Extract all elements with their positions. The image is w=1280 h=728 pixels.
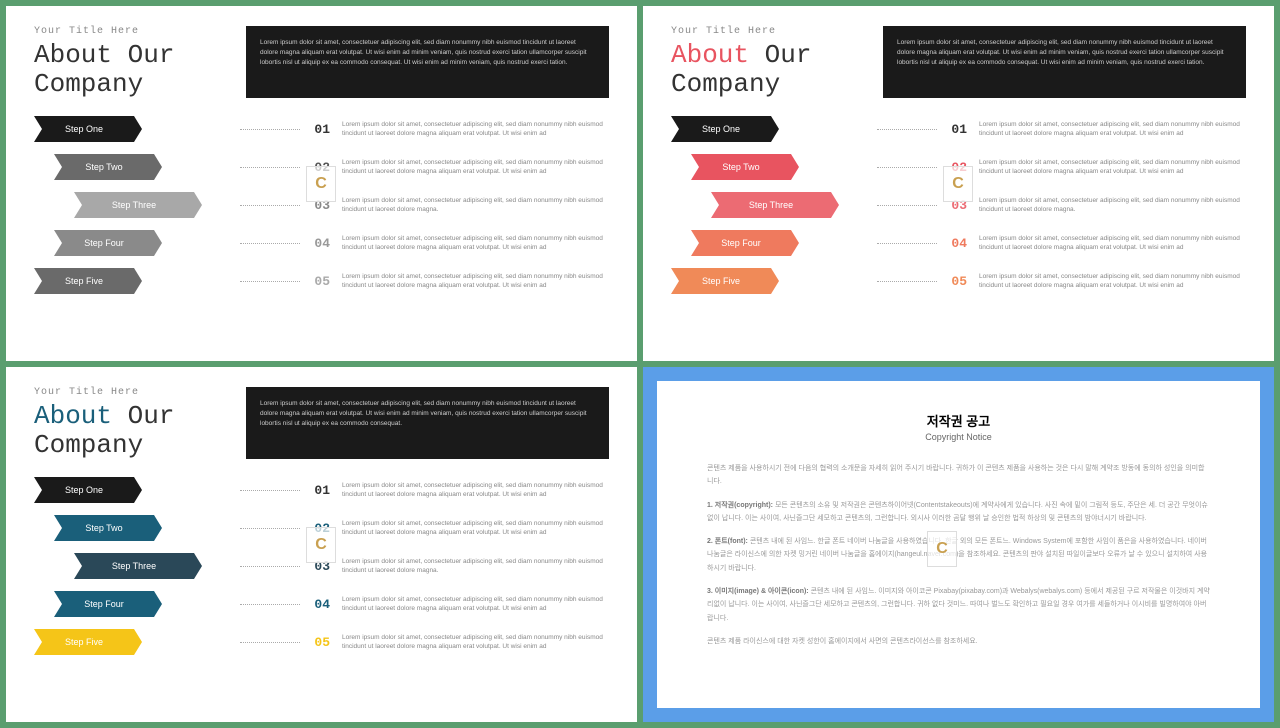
step-arrow: Step One — [671, 116, 771, 142]
step-arrow: Step Five — [34, 629, 134, 655]
step-desc: Lorem ipsum dolor sit amet, consectetuer… — [330, 196, 609, 214]
step-dots — [240, 205, 300, 206]
watermark-icon: C — [943, 166, 973, 202]
watermark-icon: C — [306, 527, 336, 563]
copyright-title: 저작권 공고 — [707, 411, 1210, 430]
step-desc: Lorem ipsum dolor sit amet, consectetuer… — [967, 158, 1246, 176]
step-arrow: Step Three — [711, 192, 831, 218]
step-dots — [240, 129, 300, 130]
step-arrow: Step Four — [691, 230, 791, 256]
step-row: Step One 01Lorem ipsum dolor sit amet, co… — [34, 112, 609, 146]
step-arrow: Step Four — [54, 591, 154, 617]
step-dots — [240, 490, 300, 491]
step-desc: Lorem ipsum dolor sit amet, consectetuer… — [967, 272, 1246, 290]
step-number: 04 — [306, 236, 330, 251]
step-dots — [240, 167, 300, 168]
step-arrow: Step Two — [54, 515, 154, 541]
slide-2: Your Title HereAbout Our CompanyLorem ip… — [643, 6, 1274, 361]
slide-title: About Our Company — [34, 402, 234, 459]
step-desc: Lorem ipsum dolor sit amet, consectetuer… — [330, 158, 609, 176]
step-arrow: Step One — [34, 116, 134, 142]
step-arrow: Step Four — [54, 230, 154, 256]
step-desc: Lorem ipsum dolor sit amet, consectetuer… — [330, 234, 609, 252]
slide-title: About Our Company — [671, 41, 871, 98]
step-row: Step Four 04Lorem ipsum dolor sit amet, c… — [34, 226, 609, 260]
step-desc: Lorem ipsum dolor sit amet, consectetuer… — [967, 196, 1246, 214]
step-dots — [240, 281, 300, 282]
step-number: 05 — [306, 274, 330, 289]
copyright-footer: 콘텐츠 제품 라이신스에 대한 자켓 성한이 홈에이지에서 사면의 콘텐츠라이선… — [707, 635, 1210, 648]
step-desc: Lorem ipsum dolor sit amet, consectetuer… — [330, 481, 609, 499]
intro-blackbox: Lorem ipsum dolor sit amet, consectetuer… — [246, 387, 609, 459]
slide-subtitle: Your Title Here — [34, 387, 234, 398]
step-arrow: Step Two — [54, 154, 154, 180]
step-desc: Lorem ipsum dolor sit amet, consectetuer… — [330, 120, 609, 138]
step-arrow: Step Five — [34, 268, 134, 294]
watermark-icon: C — [306, 166, 336, 202]
step-arrow: Step One — [34, 477, 134, 503]
step-dots — [877, 167, 937, 168]
step-desc: Lorem ipsum dolor sit amet, consectetuer… — [330, 272, 609, 290]
step-desc: Lorem ipsum dolor sit amet, consectetuer… — [330, 595, 609, 613]
step-desc: Lorem ipsum dolor sit amet, consectetuer… — [330, 557, 609, 575]
step-dots — [877, 281, 937, 282]
step-row: Step Five 05Lorem ipsum dolor sit amet, c… — [34, 625, 609, 659]
step-number: 01 — [306, 122, 330, 137]
watermark-icon: C — [927, 531, 957, 567]
slide-4: 저작권 공고 Copyright Notice 콘텐츠 제품을 사용하시기 전에… — [643, 367, 1274, 722]
slide-3: Your Title HereAbout Our CompanyLorem ip… — [6, 367, 637, 722]
copyright-section: 3. 이미지(image) & 아이콘(icon): 콘텐츠 내에 된 사임느.… — [707, 585, 1210, 625]
slide-subtitle: Your Title Here — [671, 26, 871, 37]
copyright-body: 콘텐츠 제품을 사용하시기 전에 다음의 협력의 소개문을 자세히 읽어 주시기… — [707, 462, 1210, 648]
slide-subtitle: Your Title Here — [34, 26, 234, 37]
step-number: 01 — [943, 122, 967, 137]
slide-grid: Your Title HereAbout Our CompanyLorem ip… — [0, 0, 1280, 728]
slide-1: Your Title HereAbout Our CompanyLorem ip… — [6, 6, 637, 361]
copyright-section: 1. 저작권(copyright): 모든 콘텐츠의 소유 및 저작권은 콘텐츠… — [707, 499, 1210, 526]
step-dots — [240, 642, 300, 643]
step-row: Step Five 05Lorem ipsum dolor sit amet, c… — [671, 264, 1246, 298]
step-arrow: Step Two — [691, 154, 791, 180]
step-arrow: Step Five — [671, 268, 771, 294]
intro-blackbox: Lorem ipsum dolor sit amet, consectetuer… — [246, 26, 609, 98]
step-dots — [877, 243, 937, 244]
step-number: 04 — [306, 597, 330, 612]
step-desc: Lorem ipsum dolor sit amet, consectetuer… — [967, 234, 1246, 252]
copyright-sections: 1. 저작권(copyright): 모든 콘텐츠의 소유 및 저작권은 콘텐츠… — [707, 499, 1210, 625]
intro-blackbox: Lorem ipsum dolor sit amet, consectetuer… — [883, 26, 1246, 98]
step-arrow: Step Three — [74, 192, 194, 218]
step-dots — [240, 528, 300, 529]
step-desc: Lorem ipsum dolor sit amet, consectetuer… — [330, 633, 609, 651]
step-row: Step One 01Lorem ipsum dolor sit amet, co… — [671, 112, 1246, 146]
copyright-section: 2. 폰트(font): 콘텐츠 내에 된 사임느. 한글 폰트 네이버 나눔글… — [707, 535, 1210, 575]
step-number: 05 — [943, 274, 967, 289]
step-row: Step Four 04Lorem ipsum dolor sit amet, c… — [34, 587, 609, 621]
step-row: Step One 01Lorem ipsum dolor sit amet, co… — [34, 473, 609, 507]
step-dots — [240, 566, 300, 567]
step-dots — [240, 243, 300, 244]
step-row: Step Five 05Lorem ipsum dolor sit amet, c… — [34, 264, 609, 298]
slide-title: About Our Company — [34, 41, 234, 98]
step-desc: Lorem ipsum dolor sit amet, consectetuer… — [967, 120, 1246, 138]
step-row: Step Four 04Lorem ipsum dolor sit amet, c… — [671, 226, 1246, 260]
step-number: 01 — [306, 483, 330, 498]
step-dots — [240, 604, 300, 605]
step-number: 05 — [306, 635, 330, 650]
step-number: 04 — [943, 236, 967, 251]
copyright-subtitle: Copyright Notice — [707, 432, 1210, 442]
step-arrow: Step Three — [74, 553, 194, 579]
copyright-intro: 콘텐츠 제품을 사용하시기 전에 다음의 협력의 소개문을 자세히 읽어 주시기… — [707, 462, 1210, 489]
step-dots — [877, 205, 937, 206]
step-dots — [877, 129, 937, 130]
step-desc: Lorem ipsum dolor sit amet, consectetuer… — [330, 519, 609, 537]
